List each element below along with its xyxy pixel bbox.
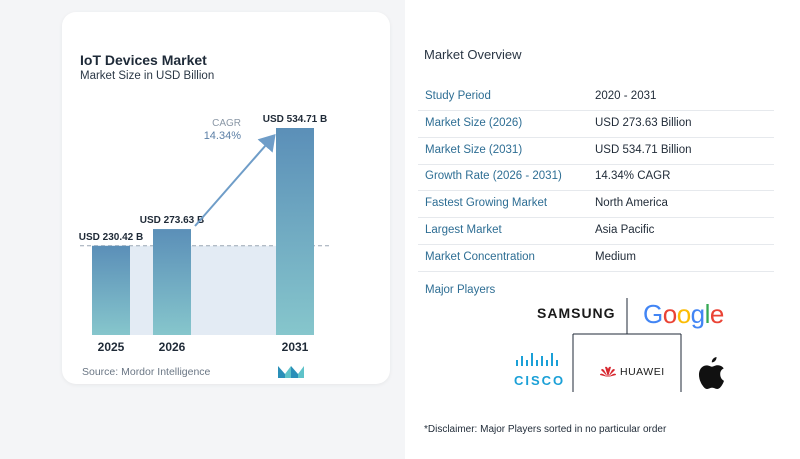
chart-subtitle: Market Size in USD Billion (80, 70, 215, 82)
apple-logo (697, 357, 725, 394)
overview-row-market-size-2026: Market Size (2026) USD 273.63 Billion (418, 111, 774, 138)
data-label-2026: USD 273.63 B (140, 215, 204, 226)
overview-label: Market Size (2026) (425, 117, 523, 129)
overview-value: North America (595, 197, 668, 209)
overview-label: Largest Market (425, 224, 502, 236)
overview-label: Market Concentration (425, 251, 535, 263)
bar-2025 (92, 245, 130, 335)
market-overview-panel (405, 0, 800, 459)
overview-value: USD 534.71 Billion (595, 144, 692, 156)
data-label-2025: USD 230.42 B (79, 232, 143, 243)
x-tick-label-2031: 2031 (282, 340, 309, 354)
chart-title: IoT Devices Market (80, 52, 207, 68)
cisco-logo-text: CISCO (514, 373, 566, 388)
overview-label: Study Period (425, 90, 491, 102)
overview-value: Medium (595, 251, 636, 263)
overview-row-growth-rate: Growth Rate (2026 - 2031) 14.34% CAGR (418, 164, 774, 191)
overview-title: Market Overview (424, 47, 522, 62)
cisco-bars-icon (516, 353, 558, 366)
huawei-flower-icon (600, 366, 616, 377)
overview-value: 2020 - 2031 (595, 90, 657, 102)
cagr-value: 14.34% (204, 130, 242, 142)
x-tick-label-2025: 2025 (98, 340, 125, 354)
google-logo-text: Google (643, 299, 724, 329)
bar-2031 (276, 128, 314, 335)
samsung-logo: SAMSUNG (537, 305, 616, 321)
cisco-logo: CISCO (514, 352, 565, 388)
huawei-logo: HUAWEI (600, 366, 665, 378)
apple-logo-icon (698, 357, 724, 390)
overview-row-concentration: Market Concentration Medium (418, 245, 774, 272)
disclaimer-note: *Disclaimer: Major Players sorted in no … (424, 424, 667, 435)
overview-label: Fastest Growing Market (425, 197, 548, 209)
overview-label: Market Size (2031) (425, 144, 523, 156)
cagr-arrow (194, 133, 276, 227)
x-tick-label-2026: 2026 (159, 340, 186, 354)
bar-chart: USD 230.42 B USD 273.63 B USD 534.71 B 2025… (79, 114, 330, 354)
major-players-title: Major Players (425, 284, 496, 296)
source-note: Source: Mordor Intelligence (82, 366, 211, 378)
google-logo: Google (643, 299, 724, 330)
overview-row-fastest-growing: Fastest Growing Market North America (418, 191, 774, 218)
overview-row-largest-market: Largest Market Asia Pacific (418, 218, 774, 245)
overview-row-study-period: Study Period 2020 - 2031 (418, 84, 774, 111)
data-label-2031: USD 534.71 B (263, 114, 327, 125)
overview-value: Asia Pacific (595, 224, 655, 236)
overview-row-market-size-2031: Market Size (2031) USD 534.71 Billion (418, 138, 774, 165)
overview-value: USD 273.63 Billion (595, 117, 692, 129)
overview-label: Growth Rate (2026 - 2031) (425, 170, 562, 182)
huawei-logo-text: HUAWEI (620, 366, 665, 378)
mordor-logo-icon (278, 366, 304, 378)
cagr-label: CAGR (212, 118, 241, 129)
overview-value: 14.34% CAGR (595, 170, 671, 182)
bar-2026 (153, 229, 191, 335)
